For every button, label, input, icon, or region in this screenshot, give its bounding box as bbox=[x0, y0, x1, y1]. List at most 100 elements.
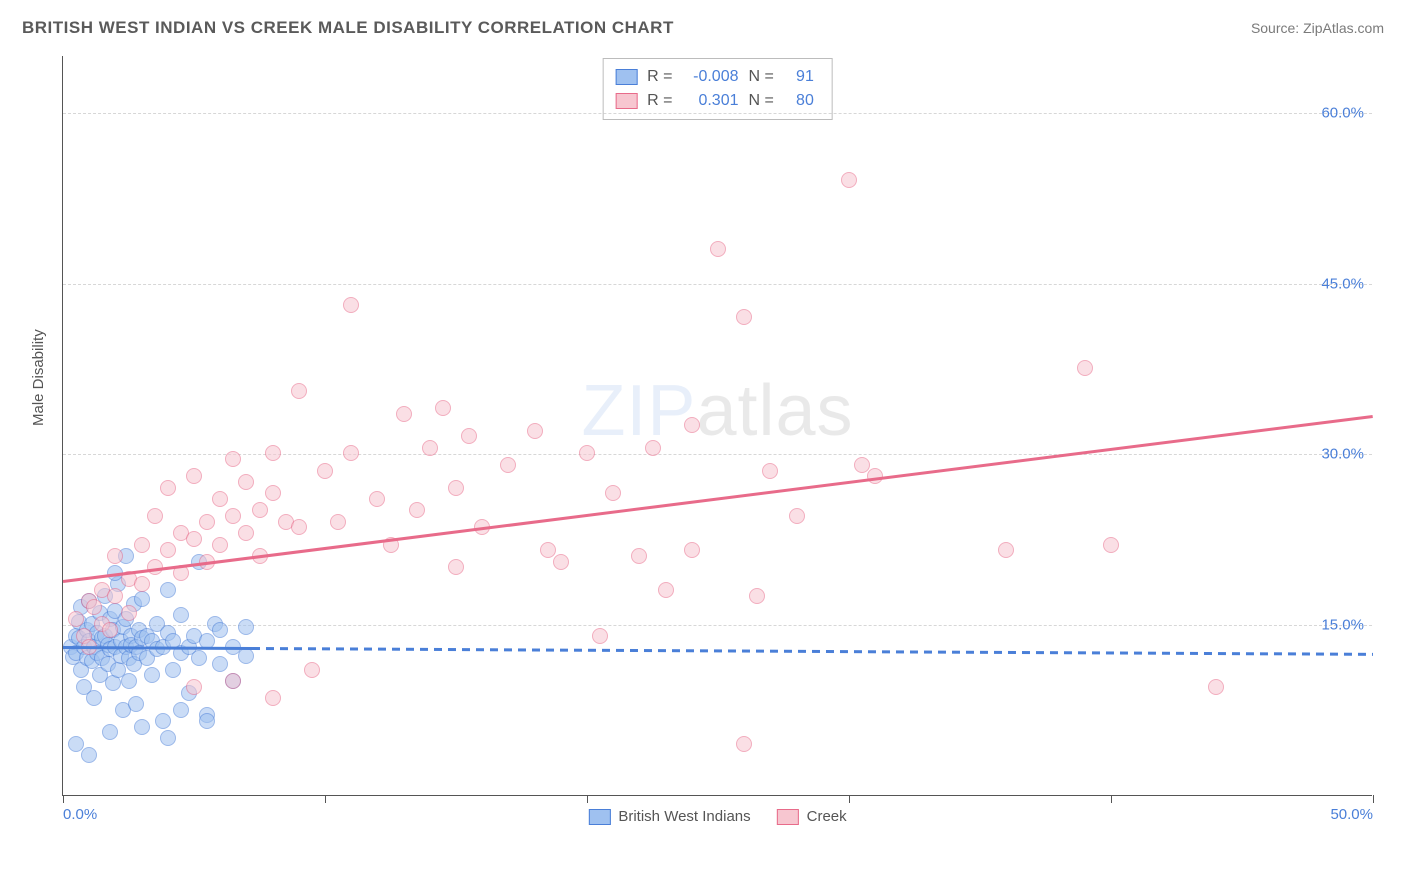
x-tick bbox=[325, 795, 326, 803]
x-tick bbox=[63, 795, 64, 803]
data-point-creek bbox=[186, 468, 202, 484]
data-point-creek bbox=[396, 406, 412, 422]
trend-line bbox=[252, 647, 1373, 655]
data-point-creek bbox=[762, 463, 778, 479]
data-point-creek bbox=[330, 514, 346, 530]
data-point-creek bbox=[369, 491, 385, 507]
data-point-creek bbox=[553, 554, 569, 570]
swatch-bwi bbox=[615, 69, 637, 85]
legend-label-bwi: British West Indians bbox=[618, 808, 750, 825]
data-point-creek bbox=[343, 445, 359, 461]
data-point-creek bbox=[592, 628, 608, 644]
data-point-creek bbox=[134, 537, 150, 553]
data-point-creek bbox=[186, 679, 202, 695]
data-point-bwi bbox=[238, 648, 254, 664]
y-tick-label: 60.0% bbox=[1321, 104, 1364, 121]
data-point-bwi bbox=[155, 713, 171, 729]
data-point-creek bbox=[134, 576, 150, 592]
data-point-creek bbox=[789, 508, 805, 524]
chart-area: Male Disability ZIPatlas R = -0.008 N = … bbox=[40, 56, 1380, 846]
data-point-bwi bbox=[128, 696, 144, 712]
gridline-h bbox=[63, 113, 1372, 114]
data-point-bwi bbox=[173, 702, 189, 718]
data-point-creek bbox=[854, 457, 870, 473]
data-point-creek bbox=[448, 480, 464, 496]
data-point-creek bbox=[1208, 679, 1224, 695]
legend-label-creek: Creek bbox=[807, 808, 847, 825]
stat-r-label: R = bbox=[647, 65, 672, 89]
x-tick-label: 50.0% bbox=[1330, 806, 1373, 823]
x-tick bbox=[1111, 795, 1112, 803]
stats-row-bwi: R = -0.008 N = 91 bbox=[615, 65, 814, 89]
data-point-creek bbox=[107, 548, 123, 564]
data-point-creek bbox=[658, 582, 674, 598]
data-point-creek bbox=[448, 559, 464, 575]
correlation-stats-box: R = -0.008 N = 91 R = 0.301 N = 80 bbox=[602, 58, 833, 120]
data-point-creek bbox=[1077, 360, 1093, 376]
data-point-creek bbox=[121, 605, 137, 621]
swatch-creek bbox=[615, 93, 637, 109]
data-point-creek bbox=[684, 417, 700, 433]
data-point-bwi bbox=[86, 690, 102, 706]
legend-item-bwi: British West Indians bbox=[588, 808, 750, 825]
data-point-creek bbox=[409, 502, 425, 518]
data-point-creek bbox=[435, 400, 451, 416]
data-point-creek bbox=[343, 297, 359, 313]
legend-swatch-bwi bbox=[588, 809, 610, 825]
data-point-creek bbox=[500, 457, 516, 473]
x-tick bbox=[849, 795, 850, 803]
data-point-bwi bbox=[160, 582, 176, 598]
data-point-creek bbox=[422, 440, 438, 456]
data-point-creek bbox=[1103, 537, 1119, 553]
data-point-creek bbox=[291, 383, 307, 399]
data-point-bwi bbox=[134, 591, 150, 607]
legend-swatch-creek bbox=[777, 809, 799, 825]
stat-r-value-bwi: -0.008 bbox=[683, 65, 739, 89]
data-point-bwi bbox=[212, 622, 228, 638]
watermark: ZIPatlas bbox=[581, 370, 853, 452]
x-tick bbox=[1373, 795, 1374, 803]
data-point-creek bbox=[265, 485, 281, 501]
data-point-creek bbox=[107, 588, 123, 604]
stat-r-label: R = bbox=[647, 89, 672, 113]
data-point-creek bbox=[147, 508, 163, 524]
data-point-creek bbox=[160, 542, 176, 558]
gridline-h bbox=[63, 454, 1372, 455]
data-point-bwi bbox=[212, 656, 228, 672]
data-point-creek bbox=[736, 309, 752, 325]
watermark-part1: ZIP bbox=[581, 371, 696, 451]
x-tick-label: 0.0% bbox=[63, 806, 97, 823]
data-point-creek bbox=[160, 480, 176, 496]
data-point-creek bbox=[631, 548, 647, 564]
data-point-creek bbox=[317, 463, 333, 479]
trend-line bbox=[63, 415, 1373, 583]
data-point-creek bbox=[238, 474, 254, 490]
data-point-bwi bbox=[238, 619, 254, 635]
data-point-bwi bbox=[105, 675, 121, 691]
data-point-creek bbox=[252, 502, 268, 518]
data-point-creek bbox=[684, 542, 700, 558]
data-point-creek bbox=[68, 611, 84, 627]
gridline-h bbox=[63, 284, 1372, 285]
chart-title: BRITISH WEST INDIAN VS CREEK MALE DISABI… bbox=[22, 18, 674, 38]
data-point-bwi bbox=[134, 719, 150, 735]
source-link[interactable]: ZipAtlas.com bbox=[1303, 20, 1384, 36]
data-point-creek bbox=[710, 241, 726, 257]
watermark-part2: atlas bbox=[696, 371, 853, 451]
stat-n-value-bwi: 91 bbox=[784, 65, 814, 89]
data-point-creek bbox=[225, 451, 241, 467]
stat-n-label: N = bbox=[749, 89, 774, 113]
data-point-creek bbox=[461, 428, 477, 444]
data-point-creek bbox=[212, 491, 228, 507]
gridline-h bbox=[63, 625, 1372, 626]
data-point-bwi bbox=[160, 730, 176, 746]
data-point-creek bbox=[225, 508, 241, 524]
data-point-creek bbox=[291, 519, 307, 535]
series-legend: British West Indians Creek bbox=[588, 808, 846, 825]
data-point-bwi bbox=[81, 747, 97, 763]
y-tick-label: 45.0% bbox=[1321, 275, 1364, 292]
data-point-bwi bbox=[68, 736, 84, 752]
data-point-creek bbox=[998, 542, 1014, 558]
data-point-bwi bbox=[191, 650, 207, 666]
data-point-creek bbox=[212, 537, 228, 553]
